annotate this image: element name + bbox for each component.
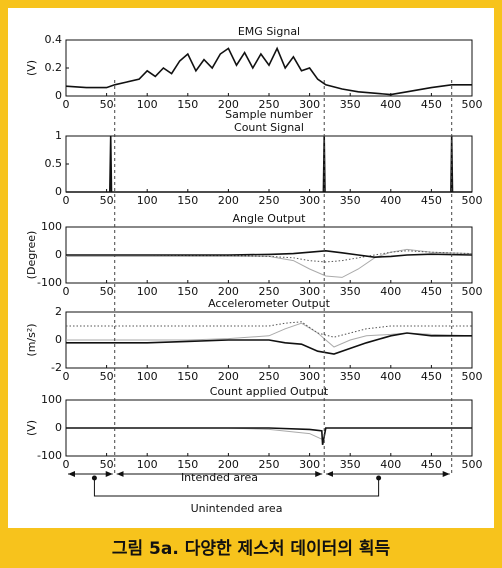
x-tick-label: 50 (100, 98, 114, 111)
x-tick-label: 450 (421, 98, 442, 111)
x-tick-label: 400 (380, 98, 401, 111)
series-line (66, 249, 473, 259)
series-line (66, 427, 323, 440)
x-tick-label: 250 (259, 370, 280, 383)
x-axis-label: Sample number (225, 108, 313, 121)
x-tick-label: 50 (100, 285, 114, 298)
y-tick-label: 100 (41, 220, 62, 233)
x-tick-label: 200 (218, 194, 239, 207)
y-tick-label: 0 (55, 248, 62, 261)
series-line (66, 427, 472, 445)
x-tick-label: 0 (63, 98, 70, 111)
x-tick-label: 250 (259, 458, 280, 471)
x-tick-label: 450 (421, 194, 442, 207)
x-tick-label: 450 (421, 285, 442, 298)
unintended-label: Unintended area (191, 502, 283, 515)
x-tick-label: 150 (177, 285, 198, 298)
x-tick-label: 500 (462, 370, 483, 383)
x-tick-label: 200 (218, 285, 239, 298)
plot-frame (65, 39, 473, 97)
x-tick-label: 450 (421, 370, 442, 383)
x-tick-label: 50 (100, 458, 114, 471)
y-tick-label: 0.5 (45, 157, 63, 170)
series-line (66, 321, 472, 338)
y-tick-label: -100 (37, 276, 62, 289)
x-tick-label: 300 (299, 458, 320, 471)
x-tick-label: 250 (259, 285, 280, 298)
x-tick-label: 200 (218, 370, 239, 383)
figure-panel: EMG Signal 0 50 100 150 200 250 300 350 400 450 500… (8, 8, 494, 528)
x-tick-label: 0 (63, 458, 70, 471)
y-axis-label: (m/s²) (25, 323, 38, 356)
x-tick-label: 500 (462, 194, 483, 207)
bracket-dot (376, 475, 382, 481)
x-tick-label: 0 (63, 370, 70, 383)
y-axis-label: (V) (25, 60, 38, 76)
x-tick-label: 350 (340, 98, 361, 111)
y-tick-label: -2 (51, 361, 62, 374)
x-tick-label: 400 (380, 194, 401, 207)
y-tick-label: 0 (55, 421, 62, 434)
y-tick-label: 0 (55, 185, 62, 198)
chart-title: Count applied Output (210, 385, 329, 398)
chart-title: Accelerometer Output (208, 297, 331, 310)
x-tick-label: 200 (218, 98, 239, 111)
y-tick-label: 0.2 (45, 61, 63, 74)
x-tick-label: 300 (299, 285, 320, 298)
plot-frame (65, 135, 473, 193)
x-tick-label: 150 (177, 458, 198, 471)
series-line (66, 248, 473, 278)
x-tick-label: 50 (100, 194, 114, 207)
chart-title: Angle Output (232, 212, 306, 225)
x-tick-label: 250 (259, 194, 280, 207)
x-tick-label: 250 (259, 98, 280, 111)
y-tick-label: 0 (55, 89, 62, 102)
series-line (66, 135, 472, 193)
x-tick-label: 100 (137, 458, 158, 471)
y-tick-label: 1 (55, 129, 62, 142)
x-tick-label: 400 (380, 458, 401, 471)
y-axis-label: (Degree) (25, 231, 38, 280)
caption: 그림 5a. 다양한 제스처 데이터의 획득 (111, 539, 391, 559)
x-tick-label: 100 (137, 285, 158, 298)
x-tick-label: 150 (177, 194, 198, 207)
x-tick-label: 500 (462, 458, 483, 471)
y-tick-label: 100 (41, 393, 62, 406)
x-tick-label: 400 (380, 370, 401, 383)
x-tick-label: 500 (462, 98, 483, 111)
y-tick-label: -100 (37, 449, 62, 462)
x-tick-label: 100 (137, 194, 158, 207)
x-tick-label: 200 (218, 458, 239, 471)
y-tick-label: 0 (55, 333, 62, 346)
unintended-bracket (93, 478, 380, 497)
series-line (65, 46, 472, 96)
x-tick-label: 300 (299, 370, 320, 383)
x-tick-label: 50 (100, 370, 114, 383)
x-tick-label: 150 (177, 98, 198, 111)
x-tick-label: 100 (137, 98, 158, 111)
x-tick-label: 100 (137, 370, 158, 383)
series-line (66, 332, 472, 355)
x-tick-label: 350 (340, 370, 361, 383)
intended-label: Intended area (181, 471, 258, 484)
x-tick-label: 300 (299, 194, 320, 207)
chart-title: EMG Signal (238, 25, 300, 38)
x-tick-label: 350 (340, 285, 361, 298)
x-tick-label: 300 (299, 98, 320, 111)
x-tick-label: 0 (63, 285, 70, 298)
x-tick-label: 500 (462, 285, 483, 298)
y-tick-label: 2 (55, 305, 62, 318)
x-tick-label: 450 (421, 458, 442, 471)
bracket-dot (91, 475, 97, 481)
x-tick-label: 350 (340, 194, 361, 207)
x-tick-label: 350 (340, 458, 361, 471)
chart-title: Count Signal (234, 121, 304, 134)
x-tick-label: 0 (63, 194, 70, 207)
x-tick-label: 150 (177, 370, 198, 383)
x-tick-label: 400 (380, 285, 401, 298)
y-tick-label: 0.4 (45, 33, 63, 46)
y-axis-label: (V) (25, 420, 38, 436)
